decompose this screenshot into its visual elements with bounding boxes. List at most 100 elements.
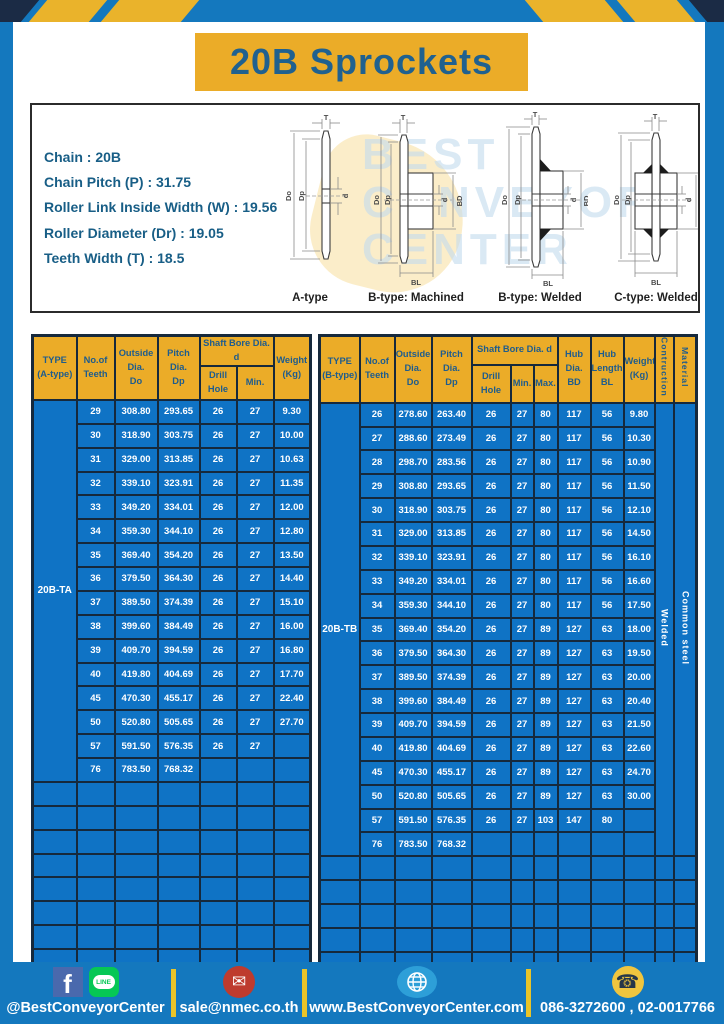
table-cell [156,924,201,950]
table-cell [31,876,78,903]
table-empty-row [31,876,312,903]
col-header-shaft-bore: Shaft Bore Dia. d [470,334,559,366]
table-cell: 303.75 [430,497,473,524]
table-row: 20B-TA 29 308.80 293.65 26 27 9.30 [31,398,312,783]
table-row: 38 399.60 384.49 26 27 89 127 63 20.40 [320,688,697,715]
table-cell: 354.20 [430,616,473,643]
table-cell: 27 [509,712,535,738]
table-cell [358,855,396,882]
table-cell [393,926,433,953]
svg-text:T: T [653,112,658,121]
table-cell: 323.91 [156,470,201,497]
table-cell: 36 [358,640,396,667]
phone-numbers: 086-3272600 , 02-0017766 [540,1000,715,1016]
table-cell: 56 [589,521,625,547]
table-cell [31,900,78,927]
table-cell: 22.40 [272,685,312,712]
table-cell [198,757,238,783]
table-cell [589,903,625,929]
table-cell: 63 [589,664,625,691]
svg-text:BL: BL [411,278,421,287]
table-cell: 27 [358,425,396,452]
table-cell: 374.39 [156,589,201,616]
table-b-type: TYPE (B-type) No.of Teeth Outside Dia. D… [318,334,699,1002]
mail-icon: ✉ [223,966,255,998]
table-cell [532,879,559,906]
table-cell: 369.40 [113,542,159,568]
table-cell: 26 [470,473,512,500]
table-cell: 27 [509,759,535,786]
table-cell: 32 [75,470,116,497]
table-cell [672,879,698,906]
table-cell: 89 [532,735,559,762]
table-cell: 57 [75,733,116,759]
table-cell: 50 [358,783,396,810]
table-cell: 76 [358,831,396,858]
svg-text:d: d [440,197,449,202]
table-cell: 33 [75,494,116,521]
table-cell [653,926,675,953]
table-cell: 26 [470,425,512,452]
table-cell [272,924,312,950]
table-cell: 35 [358,616,396,643]
table-cell [235,757,275,783]
table-cell [31,828,78,855]
table-cell: 10.90 [622,449,656,476]
table-cell: 80 [532,592,559,619]
table-cell [31,852,78,879]
table-row: 30 318.90 303.75 26 27 10.00 [33,422,312,449]
table-cell [358,926,396,953]
table-cell: 369.40 [393,616,433,643]
svg-text:d: d [569,197,578,202]
table-cell: 26 [470,640,512,667]
table-cell [589,831,625,858]
table-cell: 37 [358,664,396,691]
footer-divider [302,969,307,1017]
table-cell: 30.00 [622,783,656,810]
table-cell [156,900,201,927]
table-cell: 27 [509,807,535,834]
table-cell: 298.70 [393,449,433,476]
table-cell: 45 [358,759,396,786]
table-cell: 576.35 [156,733,201,759]
table-cell: 80 [532,544,559,571]
table-cell: 127 [556,664,592,691]
table-cell: 26 [470,759,512,786]
spec-diagram-panel: BEST CONVEYOR CENTER Chain : 20B Chain P… [30,103,700,313]
table-cell: 13.50 [272,542,312,568]
table-row: 38 399.60 384.49 26 27 16.00 [33,613,312,640]
table-cell [556,831,592,858]
svg-text:d: d [341,193,350,198]
table-cell: 127 [556,712,592,738]
table-row: 37 389.50 374.39 26 27 15.10 [33,589,312,616]
svg-text:BL: BL [543,279,553,287]
table-cell [430,926,473,953]
table-row: 39 409.70 394.59 26 27 89 127 63 21.50 [320,712,697,738]
table-cell [509,926,535,953]
table-cell: 89 [532,783,559,810]
diagram-caption: B-type: Machined [368,292,464,304]
svg-text:Do: Do [284,191,293,201]
footer-website-section: www.BestConveyorCenter.com [307,962,526,1024]
hazard-stripe [99,0,201,22]
table-cell: 56 [589,449,625,476]
table-cell [198,828,238,855]
table-row: 76 783.50 768.32 [33,757,312,783]
table-cell: 384.49 [430,688,473,715]
table-cell: 455.17 [430,759,473,786]
table-cell: 278.60 [393,401,433,428]
table-cell: 89 [532,759,559,786]
diagram-c-type-welded: T Do Dp d BD [608,111,698,304]
table-cell [622,807,656,834]
table-cell [509,831,535,858]
table-cell: 63 [589,712,625,738]
table-cell: 293.65 [156,398,201,425]
table-row: 45 470.30 455.17 26 27 22.40 [33,685,312,712]
page-title-banner: 20B Sprockets [195,33,528,91]
table-cell: 419.80 [113,661,159,688]
table-cell: 17.50 [622,592,656,619]
table-cell [198,900,238,927]
footer-divider [526,969,531,1017]
table-cell: 27 [235,446,275,473]
top-hazard-bar [0,0,724,22]
